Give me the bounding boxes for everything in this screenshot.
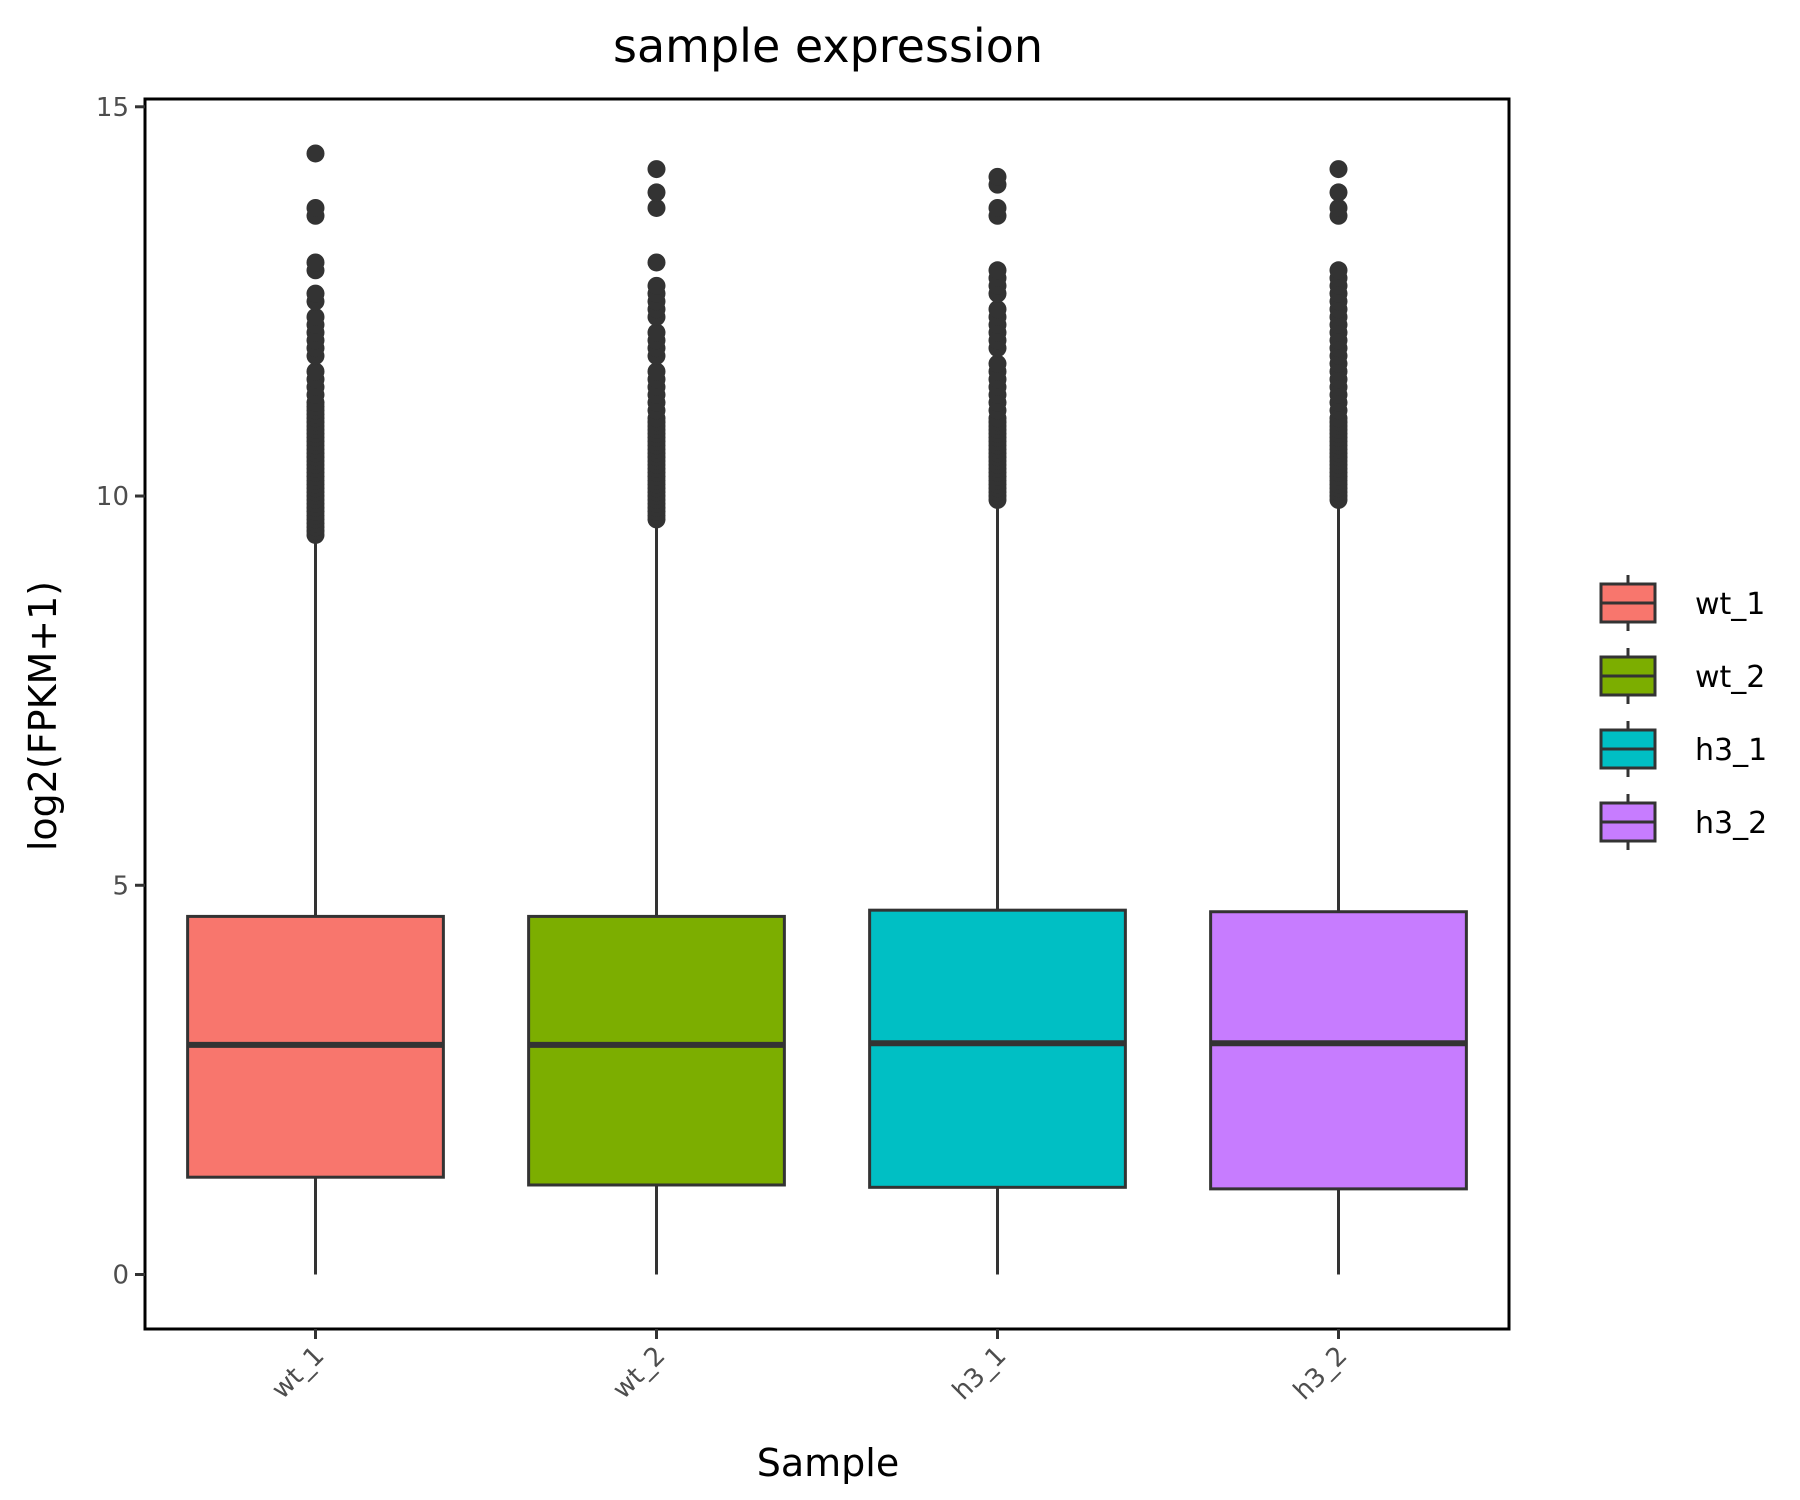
outlier-point-wt_2 (647, 323, 666, 342)
box-group-h3_1 (868, 167, 1127, 1275)
plot-area (186, 144, 1468, 1275)
outlier-point-wt_2 (647, 183, 666, 202)
outlier-point-wt_1 (306, 307, 325, 326)
chart-title: sample expression (613, 19, 1043, 73)
y-tick-label: 5 (112, 871, 129, 901)
y-tick-label: 0 (112, 1261, 129, 1291)
x-axis-title: Sample (757, 1441, 899, 1485)
box-group-h3_2 (1209, 160, 1468, 1275)
outlier-point-wt_2 (647, 160, 666, 179)
legend-item-h3_2: h3_2 (1599, 794, 1767, 850)
x-axis: wt_1 wt_2 h3_1 h3_2 (266, 1329, 1353, 1406)
outlier-point-h3_2 (1329, 198, 1348, 217)
x-tick-label: wt_2 (607, 1341, 671, 1405)
outlier-point-wt_2 (647, 198, 666, 217)
y-axis: 0 5 10 15 (96, 93, 145, 1291)
outlier-point-wt_1 (306, 198, 325, 217)
y-tick-label: 10 (96, 482, 129, 512)
legend: wt_1 wt_2 h3_1 h3_2 (1599, 575, 1767, 850)
x-tick-label: wt_1 (266, 1341, 330, 1405)
outlier-point-wt_2 (647, 276, 666, 295)
legend-item-wt_1: wt_1 (1599, 575, 1765, 631)
legend-label: wt_1 (1695, 587, 1765, 622)
outlier-point-wt_1 (306, 144, 325, 163)
outlier-point-h3_1 (988, 167, 1007, 186)
legend-item-wt_2: wt_2 (1599, 648, 1765, 704)
y-axis-title: log2(FPKM+1) (21, 581, 65, 851)
outlier-point-h3_1 (988, 300, 1007, 319)
x-tick-label: h3_2 (1288, 1341, 1353, 1406)
legend-label: h3_1 (1695, 733, 1767, 768)
plot-border (143, 97, 1511, 1331)
outlier-point-wt_2 (647, 253, 666, 272)
outlier-point-h3_2 (1329, 183, 1348, 202)
x-tick-label: h3_1 (947, 1341, 1012, 1406)
outlier-point-h3_2 (1329, 261, 1348, 280)
outlier-point-h3_1 (988, 198, 1007, 217)
outlier-point-wt_1 (306, 284, 325, 303)
outlier-point-h3_2 (1329, 160, 1348, 179)
box-h3_1 (868, 908, 1127, 1189)
outlier-point-wt_1 (306, 253, 325, 272)
legend-label: wt_2 (1695, 660, 1765, 695)
outlier-point-h3_1 (988, 261, 1007, 280)
box-group-wt_1 (186, 144, 445, 1275)
box-h3_2 (1209, 910, 1468, 1191)
legend-label: h3_2 (1695, 806, 1767, 841)
outlier-point-wt_1 (306, 362, 325, 381)
y-tick-label: 15 (96, 93, 129, 123)
legend-item-h3_1: h3_1 (1599, 721, 1767, 777)
outlier-point-wt_2 (647, 362, 666, 381)
outlier-point-h3_1 (988, 354, 1007, 373)
box-group-wt_2 (527, 160, 786, 1275)
box-wt_2 (527, 914, 786, 1187)
